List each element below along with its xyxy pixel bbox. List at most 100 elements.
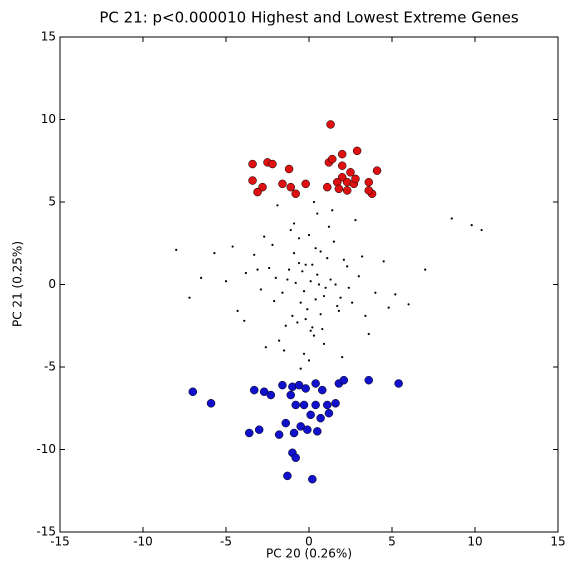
point [312, 334, 316, 337]
point [291, 400, 300, 410]
point [249, 385, 259, 395]
point [309, 280, 312, 283]
x-tick-label: 5 [388, 535, 396, 549]
y-tick-label: 15 [41, 30, 56, 44]
point [294, 281, 297, 284]
point [337, 149, 347, 159]
point [336, 304, 339, 308]
point [244, 428, 254, 438]
point [319, 313, 322, 316]
point [331, 209, 334, 212]
point [354, 219, 357, 222]
point [351, 301, 354, 304]
point [334, 184, 344, 194]
point [303, 425, 312, 434]
point [329, 278, 332, 281]
point [311, 400, 320, 410]
point [278, 339, 281, 342]
point [253, 253, 256, 256]
point [364, 314, 367, 317]
point [306, 410, 315, 420]
x-axis-label: PC 20 (0.26%) [266, 547, 352, 561]
point [259, 288, 262, 291]
point [322, 294, 326, 298]
point [278, 380, 287, 390]
point [188, 387, 198, 396]
point [292, 252, 296, 255]
point [271, 243, 274, 246]
y-axis-label: PC 21 (0.25%) [11, 241, 25, 327]
point [284, 324, 287, 327]
y-tick-label: 10 [41, 112, 56, 126]
point [374, 291, 377, 294]
point [346, 265, 349, 268]
point [316, 413, 325, 423]
point [316, 212, 319, 215]
point [273, 299, 276, 303]
point [301, 270, 304, 273]
point [327, 154, 337, 164]
point [323, 182, 332, 192]
point [188, 296, 191, 299]
point [480, 228, 483, 232]
point [231, 245, 234, 248]
point [297, 237, 301, 240]
point [306, 308, 309, 311]
x-tick-label: 15 [550, 535, 565, 549]
point [276, 204, 279, 207]
point [266, 390, 276, 400]
point [213, 252, 216, 255]
point [286, 390, 295, 400]
point [314, 247, 317, 250]
point [274, 276, 277, 279]
point [394, 293, 397, 296]
point [324, 286, 327, 289]
point [244, 271, 248, 275]
point [274, 430, 284, 439]
point [286, 182, 295, 192]
point [372, 166, 382, 175]
point [243, 319, 246, 322]
point [316, 273, 319, 276]
point [352, 146, 362, 156]
point [291, 453, 300, 462]
point [342, 258, 345, 261]
point [339, 375, 349, 385]
point [309, 329, 312, 332]
point [361, 255, 364, 258]
point [319, 250, 322, 253]
point [339, 296, 342, 299]
point [301, 179, 310, 189]
point [394, 379, 403, 388]
point [364, 186, 374, 195]
point [332, 240, 335, 243]
point [284, 164, 294, 174]
point [367, 332, 370, 336]
point [283, 471, 292, 481]
point [304, 318, 307, 321]
point [291, 189, 300, 198]
point [331, 399, 340, 408]
point [302, 352, 306, 355]
point [281, 291, 284, 294]
point [268, 266, 271, 270]
point [248, 159, 257, 169]
point [312, 200, 316, 204]
point [287, 268, 291, 271]
point [301, 384, 310, 393]
point [264, 346, 267, 349]
x-tick-label: -15 [50, 535, 70, 549]
point [364, 375, 374, 385]
point [326, 120, 335, 129]
point [256, 268, 259, 271]
x-tick-label: -10 [133, 535, 153, 549]
point [357, 275, 360, 278]
point [304, 263, 307, 266]
y-tick-label: -10 [36, 442, 56, 456]
point [311, 326, 314, 329]
point [351, 174, 360, 184]
point [307, 233, 311, 237]
point [342, 186, 352, 195]
point [236, 309, 239, 312]
